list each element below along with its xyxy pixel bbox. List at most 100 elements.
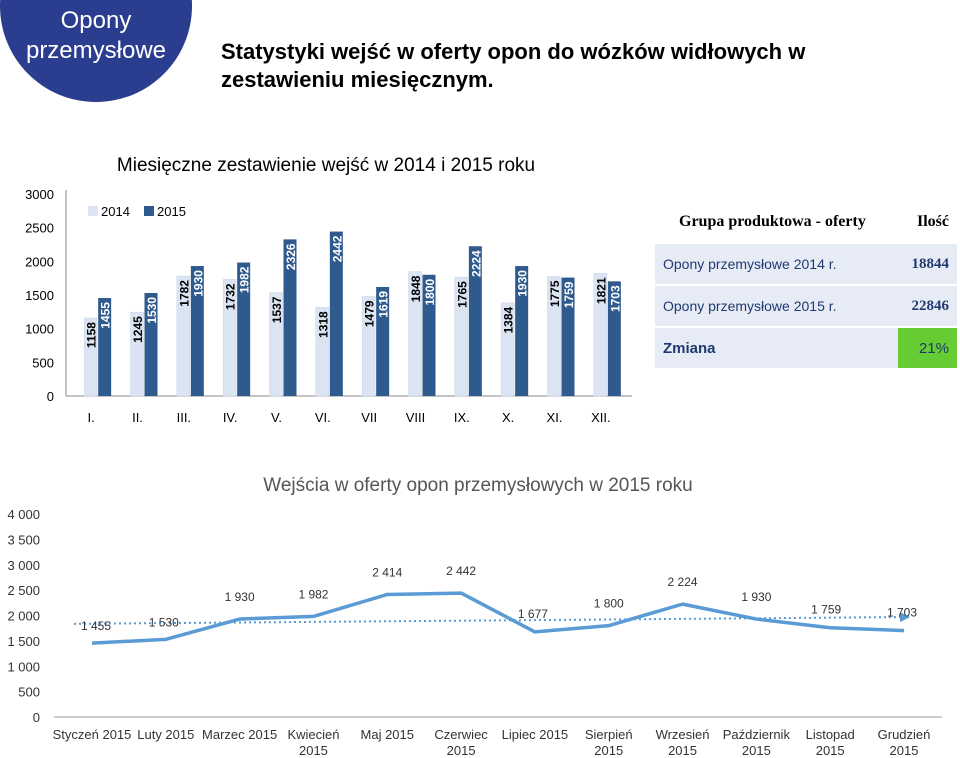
bar-2015: [607, 281, 621, 396]
change-label: Zmiana: [655, 327, 898, 368]
y-tick-label: 1 000: [7, 659, 40, 674]
change-value: 21%: [897, 327, 957, 368]
data-label: 1 800: [594, 597, 624, 611]
bar-2014: [130, 311, 144, 397]
x-tick-label: II.: [132, 410, 143, 425]
bar-chart-title: Miesięczne zestawienie wejść w 2014 i 20…: [117, 155, 535, 176]
x-tick-label: VII: [361, 410, 377, 425]
x-tick-label: Czerwiec 2015: [434, 727, 488, 758]
page-title: Statystyki wejść w oferty opon do wózków…: [221, 39, 806, 92]
stats-table: Grupa produktowa - oferty Ilość Opony pr…: [655, 202, 957, 368]
bar-2014: [408, 271, 422, 397]
table-header-qty: Ilość: [917, 213, 949, 230]
y-tick-label: 3 500: [7, 532, 40, 547]
data-label: 1 982: [298, 587, 328, 601]
y-tick-label: 500: [32, 355, 54, 370]
data-label: 1 455: [81, 619, 111, 633]
bar-value-label: 2442: [330, 235, 344, 262]
data-label: 1 677: [518, 607, 548, 621]
y-tick-label: 0: [33, 710, 40, 725]
row-value: 18844: [897, 243, 957, 285]
y-tick-label: 3 000: [7, 558, 40, 573]
bar-value-label: 1775: [548, 280, 562, 307]
bar-value-label: 1765: [455, 281, 469, 308]
x-tick-label: Grudzień 2015: [878, 727, 931, 758]
x-tick-label: X.: [502, 410, 514, 425]
bar-value-label: 1245: [131, 316, 145, 343]
bar-value-label: 1732: [224, 283, 238, 310]
bar-2014: [176, 275, 191, 397]
bar-2014: [454, 276, 469, 397]
bar-2015: [329, 231, 343, 396]
legend-label: 2014: [101, 204, 130, 219]
bar-value-label: 1800: [423, 278, 437, 305]
x-tick-label: III.: [177, 410, 191, 425]
bar-2015: [144, 292, 158, 396]
line-chart-title: Wejścia w oferty opon przemysłowych w 20…: [263, 475, 692, 496]
x-tick-label: Styczeń 2015: [53, 727, 132, 742]
data-label: 2 224: [668, 575, 698, 589]
bar-2015: [190, 266, 204, 396]
x-tick-label: Marzec 2015: [202, 727, 277, 742]
x-tick-label: VI.: [315, 410, 331, 425]
category-badge: Opony przemysłowe: [0, 6, 192, 66]
bar-value-label: 1821: [594, 277, 608, 304]
x-tick-label: XI.: [547, 410, 563, 425]
x-tick-label: I.: [88, 410, 95, 425]
bar-value-label: 1930: [191, 270, 205, 297]
y-tick-label: 1 500: [7, 634, 40, 649]
bar-2015: [515, 266, 529, 396]
data-label: 2 442: [446, 564, 476, 578]
bar-2015: [468, 246, 482, 396]
y-tick-label: 2500: [25, 221, 54, 236]
row-label: Opony przemysłowe 2015 r.: [655, 285, 898, 327]
bar-value-label: 1848: [409, 275, 423, 302]
bar-value-label: 1318: [316, 311, 330, 338]
y-tick-label: 1500: [25, 288, 54, 303]
bar-2014: [83, 317, 98, 397]
table-header-group: Grupa produktowa - oferty: [679, 213, 866, 230]
x-tick-label: IV.: [223, 410, 238, 425]
legend-swatch: [144, 206, 154, 216]
bar-2014: [593, 273, 608, 397]
data-label: 1 930: [741, 590, 771, 604]
trendline-arrow: [900, 612, 910, 623]
bar-2014: [361, 296, 376, 397]
bar-2015: [376, 286, 390, 396]
y-tick-label: 500: [18, 685, 40, 700]
data-label: 1 930: [225, 590, 255, 604]
y-tick-label: 2 500: [7, 583, 40, 598]
bar-value-label: 1530: [145, 297, 159, 324]
data-label: 1 759: [811, 603, 841, 617]
bar-value-label: 1759: [562, 281, 576, 308]
row-label: Opony przemysłowe 2014 r.: [655, 243, 898, 285]
x-tick-label: Listopad 2015: [806, 727, 855, 758]
data-label: 2 414: [372, 565, 402, 579]
bar-value-label: 1930: [516, 270, 530, 297]
legend-label: 2015: [157, 204, 186, 219]
x-tick-label: Październik 2015: [723, 727, 791, 758]
bar-value-label: 1479: [363, 300, 377, 327]
x-tick-label: XII.: [591, 410, 611, 425]
bar-value-label: 1384: [502, 306, 516, 333]
series-line: [91, 591, 905, 645]
bar-chart: Miesięczne zestawienie wejść w 2014 i 20…: [25, 155, 632, 425]
badge-line-1: Opony: [60, 7, 132, 34]
badge-line-2: przemysłowe: [25, 37, 167, 64]
bar-value-label: 1455: [99, 302, 113, 329]
x-tick-label: Maj 2015: [361, 727, 414, 742]
legend-swatch: [88, 206, 98, 216]
y-tick-label: 2 000: [7, 609, 40, 624]
x-tick-label: Wrzesień 2015: [656, 727, 710, 758]
bar-value-label: 1703: [608, 285, 622, 312]
y-tick-label: 4 000: [7, 507, 40, 522]
bar-value-label: 2326: [284, 243, 298, 270]
x-tick-label: Kwiecień 2015: [287, 727, 339, 758]
y-tick-label: 1000: [25, 322, 54, 337]
x-tick-label: IX.: [454, 410, 470, 425]
table-row: Zmiana 21%: [655, 327, 957, 368]
bar-2014: [269, 292, 283, 397]
y-tick-label: 0: [47, 389, 54, 404]
bar-value-label: 1619: [377, 291, 391, 318]
y-tick-label: 2000: [25, 254, 54, 269]
